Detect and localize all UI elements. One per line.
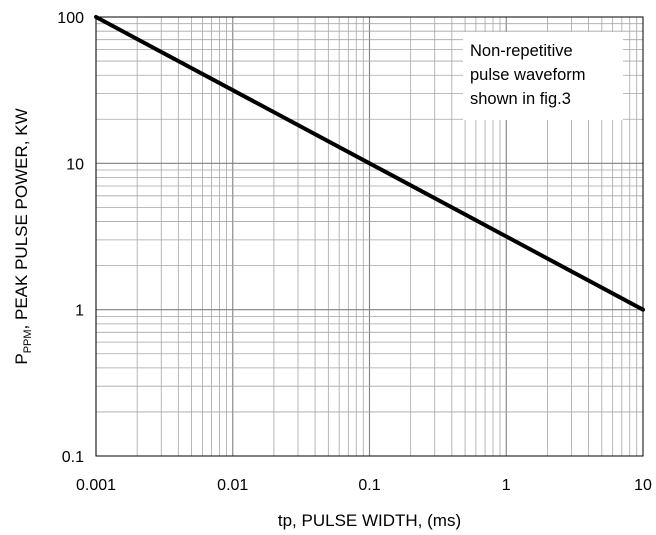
y-tick-label: 1 — [75, 303, 84, 320]
x-axis-title: tp, PULSE WIDTH, (ms) — [278, 511, 461, 530]
y-axis-title: PPPM, PEAK PULSE POWER, KW — [12, 108, 34, 364]
annotation-line-3: shown in fig.3 — [470, 90, 571, 108]
annotation: Non-repetitive pulse waveform shown in f… — [463, 32, 623, 120]
x-tick-label: 0.1 — [358, 477, 380, 494]
series-group — [94, 15, 645, 312]
y-tick-labels: 0.1 1 10 100 — [57, 10, 84, 466]
annotation-line-1: Non-repetitive — [470, 42, 573, 60]
x-tick-labels: 0.001 0.01 0.1 1 10 — [76, 477, 652, 494]
plot-frame — [95, 16, 644, 457]
y-tick-label: 10 — [66, 156, 84, 173]
x-tick-label: 1 — [502, 477, 511, 494]
x-tick-label: 0.01 — [217, 477, 248, 494]
y-axis-title-subscript: PPM — [22, 329, 34, 353]
series-line — [94, 15, 645, 312]
y-tick-label: 0.1 — [62, 449, 84, 466]
annotation-line-2: pulse waveform — [470, 66, 586, 84]
x-tick-label: 0.001 — [76, 477, 116, 494]
y-axis-title-prefix: P — [12, 353, 31, 364]
x-tick-label: 10 — [634, 477, 652, 494]
annotation-background — [463, 32, 623, 120]
y-axis-title-suffix: , PEAK PULSE POWER, KW — [12, 108, 31, 329]
y-tick-label: 100 — [57, 10, 84, 27]
grid — [95, 17, 643, 457]
